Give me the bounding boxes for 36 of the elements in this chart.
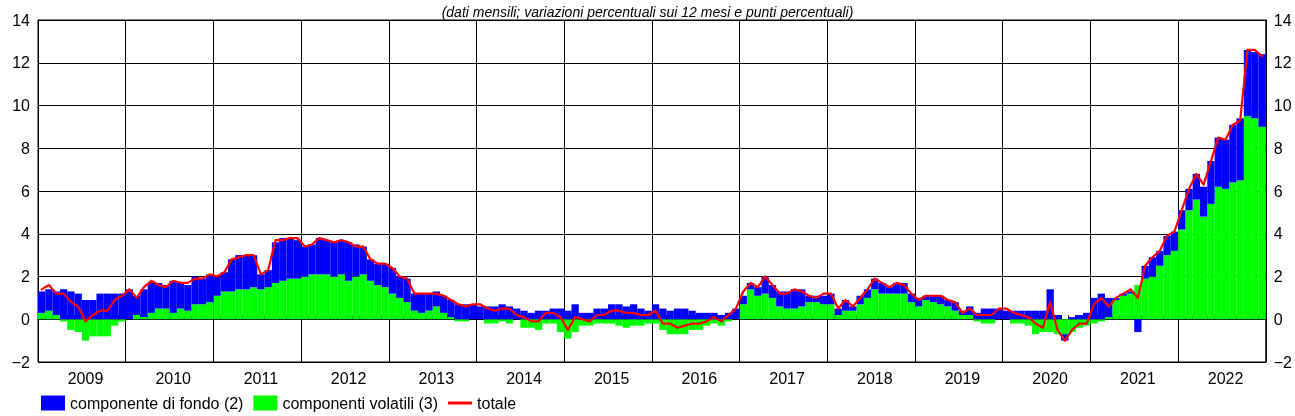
x-tick-label: 2018 [856,369,893,387]
legend-label: componente di fondo (2) [70,394,244,412]
y2-tick-label: 0 [1273,310,1283,328]
y-tick-label: 12 [12,54,31,72]
y-tick-label: 14 [12,11,31,29]
x-tick-label: 2009 [67,369,104,387]
y-tick-label: 6 [21,182,31,200]
y2-tick-label: −2 [1273,353,1293,371]
y2-tick-label: 10 [1273,97,1292,114]
y2-tick-label: 8 [1273,139,1283,157]
y-tick-label: −2 [11,353,31,371]
y2-tick-label: 2 [1273,268,1283,285]
x-tick-label: 2012 [330,369,367,387]
chart-subtitle: (dati mensili; variazioni percentuali sui 12 mesi e punti percentuali) [441,4,854,20]
x-tick-label: 2014 [506,369,542,387]
y2-tick-label: 4 [1273,225,1283,243]
x-tick-label: 2013 [418,369,455,387]
x-tick-label: 2021 [1120,369,1156,387]
x-tick-label: 2020 [1032,369,1069,387]
y-tick-label: 4 [21,225,31,243]
x-tick-label: 2017 [769,369,805,387]
y-tick-label: 0 [21,310,31,328]
y2-tick-label: 12 [1273,54,1292,72]
x-tick-label: 2022 [1207,369,1244,387]
y2-tick-label: 14 [1273,11,1292,29]
legend-label: totale [477,394,517,412]
y-tick-label: 8 [21,139,31,157]
x-tick-label: 2015 [593,369,630,387]
x-tick-label: 2019 [944,369,981,387]
x-tick-label: 2010 [155,369,192,387]
y2-tick-label: 6 [1273,182,1283,200]
x-tick-label: 2011 [243,369,279,387]
x-tick-label: 2016 [681,369,718,387]
y-tick-label: 10 [12,97,31,114]
y-tick-label: 2 [21,268,31,285]
legend-label: componenti volatili (3) [282,394,439,412]
